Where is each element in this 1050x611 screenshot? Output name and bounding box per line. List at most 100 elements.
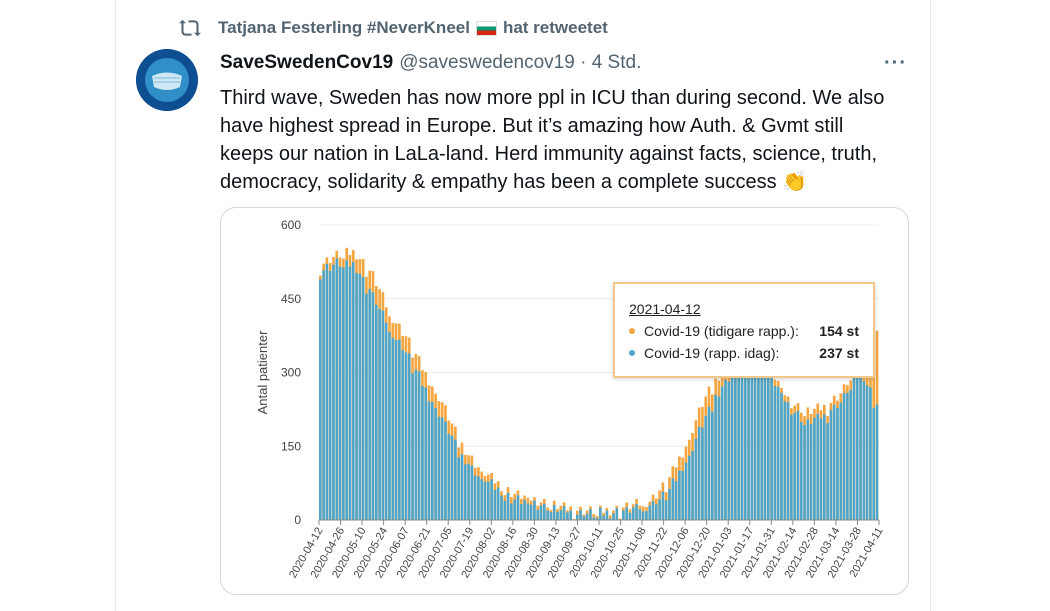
- bar-today: [562, 506, 566, 520]
- bar-today: [549, 511, 553, 520]
- bar-today: [763, 372, 767, 520]
- bar-today: [589, 508, 592, 520]
- bar-today: [707, 406, 711, 520]
- chart-card[interactable]: 0 150 300 450 600 Antal patienter 2020-04-12 20…: [220, 207, 909, 595]
- bar-today: [668, 488, 671, 520]
- tooltip-label: Covid-19 (tidigare rapp.):: [644, 323, 799, 339]
- bar-today: [720, 386, 724, 520]
- bar-today: [404, 352, 408, 520]
- display-name[interactable]: SaveSwedenCov19: [220, 52, 394, 73]
- orange-dot-icon: [629, 328, 635, 334]
- avatar[interactable]: [136, 49, 198, 111]
- bar-today: [496, 487, 500, 520]
- bar-today: [519, 504, 523, 520]
- bar-today: [836, 407, 839, 520]
- bar-today: [813, 417, 816, 520]
- bar-today: [641, 511, 645, 520]
- bar-today: [622, 510, 625, 520]
- handle-and-time[interactable]: @saveswedencov19 · 4 Std.: [399, 52, 642, 73]
- bar-today: [348, 266, 352, 520]
- avatar-image: [136, 49, 198, 111]
- bar-today: [753, 363, 757, 520]
- bar-today: [602, 515, 605, 520]
- y-tick-label: 600: [281, 218, 301, 232]
- bar-today: [322, 270, 325, 520]
- bar-today: [559, 510, 563, 520]
- bar-today: [335, 258, 339, 520]
- bar-today: [631, 507, 635, 520]
- bar-today: [737, 368, 740, 520]
- bar-today: [664, 500, 668, 520]
- bar-today: [513, 499, 516, 520]
- bar-today: [671, 478, 675, 520]
- bar-today: [444, 421, 447, 520]
- bar-today: [681, 470, 684, 520]
- bar-today: [803, 425, 806, 520]
- bar-today: [697, 426, 701, 520]
- bar-today: [687, 455, 691, 520]
- bar-today: [490, 479, 493, 520]
- bar-today: [859, 368, 862, 520]
- bar-today: [487, 481, 490, 520]
- bar-today: [648, 505, 652, 520]
- bar-today: [493, 489, 497, 520]
- bar-today: [424, 387, 428, 520]
- bar-today: [371, 292, 375, 520]
- bar-today: [862, 381, 866, 520]
- bar-today: [473, 475, 477, 520]
- bar-today: [809, 423, 813, 520]
- bar-today: [661, 491, 665, 520]
- bar-today: [351, 262, 355, 520]
- bar-today: [401, 350, 404, 520]
- retweet-icon: [179, 19, 201, 37]
- bar-today: [658, 499, 661, 520]
- bar-today: [526, 503, 530, 520]
- bar-today: [378, 308, 381, 520]
- retweet-header[interactable]: Tatjana Festerling #NeverKneel hat retwe…: [178, 16, 608, 40]
- bar-today: [523, 499, 526, 520]
- bar-today: [536, 509, 540, 520]
- bar-today: [780, 392, 783, 520]
- bar-today: [431, 402, 434, 520]
- bar-today: [338, 266, 342, 520]
- bar-today: [480, 479, 484, 520]
- bar-today: [516, 495, 520, 520]
- bar-previous: [608, 515, 612, 520]
- bar-today: [579, 510, 582, 520]
- bar-today: [575, 514, 579, 520]
- bar-today: [740, 364, 744, 520]
- bar-today: [773, 386, 777, 520]
- bar-today: [460, 454, 464, 520]
- tooltip-value: 237 st: [819, 345, 859, 361]
- bar-today: [727, 381, 731, 520]
- bar-today: [747, 362, 750, 520]
- bar-today: [760, 363, 764, 520]
- bar-today: [454, 439, 457, 520]
- bar-today: [533, 500, 536, 520]
- bar-today: [599, 507, 602, 520]
- bar-today: [655, 504, 658, 520]
- bar-today: [846, 393, 849, 520]
- bar-today: [743, 358, 747, 520]
- bar-today: [407, 353, 411, 520]
- bar-today: [375, 304, 378, 520]
- bar-today: [585, 513, 589, 520]
- bar-today: [855, 375, 859, 520]
- tooltip-value: 154 st: [819, 323, 859, 339]
- bar-today: [414, 369, 418, 520]
- bar-today: [381, 310, 385, 520]
- bar-today: [421, 386, 424, 520]
- retweeter-name[interactable]: Tatjana Festerling #NeverKneel: [218, 18, 470, 37]
- more-icon[interactable]: ···: [884, 52, 907, 74]
- bar-today: [849, 389, 852, 520]
- y-tick-label: 300: [281, 366, 301, 380]
- bar-today: [384, 322, 388, 520]
- bar-today: [628, 512, 632, 520]
- bar-today: [635, 504, 638, 520]
- bar-today: [325, 264, 329, 520]
- bar-today: [506, 492, 510, 520]
- y-tick-label: 0: [294, 513, 301, 527]
- bar-today: [427, 401, 431, 520]
- y-axis-label: Antal patienter: [255, 330, 270, 415]
